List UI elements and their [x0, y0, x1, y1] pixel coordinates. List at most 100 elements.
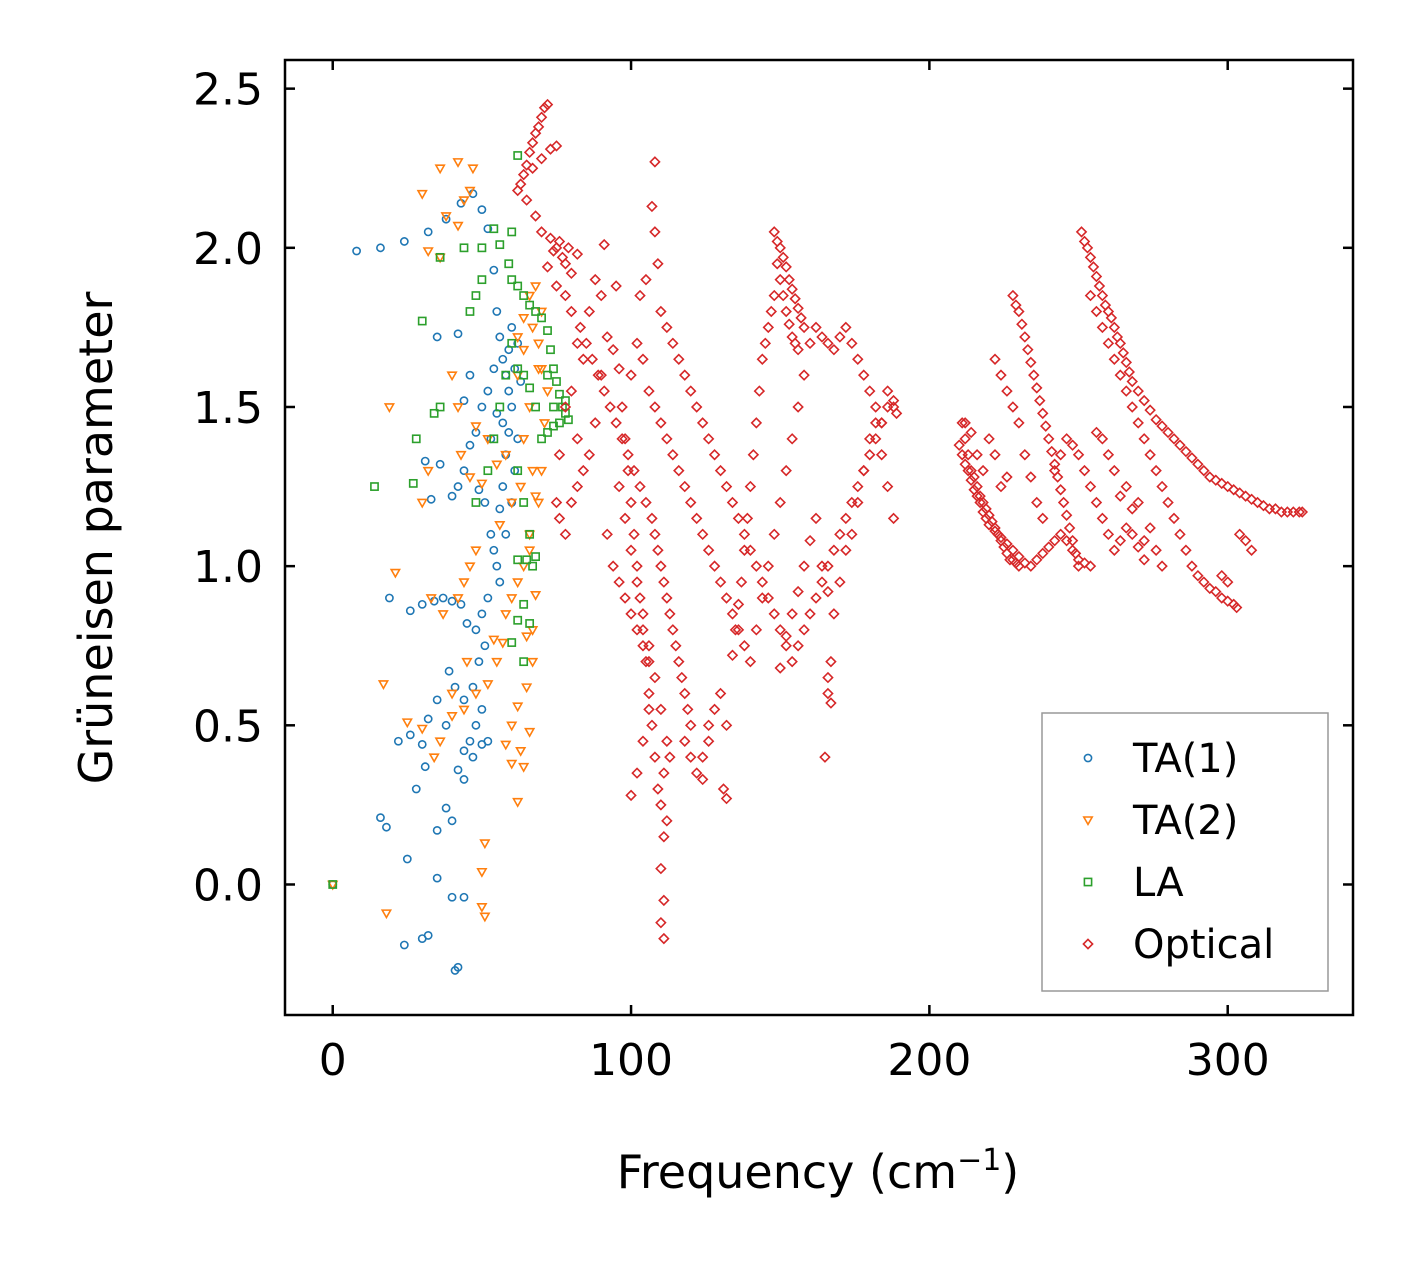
data-point — [956, 449, 968, 461]
data-point — [696, 751, 709, 763]
data-point — [717, 783, 730, 795]
data-point — [426, 494, 436, 504]
data-point — [887, 394, 900, 407]
data-point — [1001, 547, 1013, 560]
data-point — [822, 687, 834, 700]
data-point — [840, 512, 852, 525]
data-point — [1028, 369, 1040, 381]
y-axis-title: Grüneisen parameter — [69, 291, 123, 784]
data-point — [744, 544, 757, 556]
data-point — [408, 478, 418, 488]
data-point — [789, 293, 801, 305]
data-point — [655, 417, 667, 429]
data-point — [1227, 484, 1240, 496]
data-point — [726, 496, 739, 509]
data-point — [483, 736, 493, 746]
data-point — [435, 402, 445, 412]
data-point — [416, 189, 428, 200]
data-point — [470, 546, 482, 557]
data-point — [965, 464, 977, 477]
data-point — [1233, 528, 1246, 541]
data-point — [1275, 506, 1288, 518]
data-point — [528, 561, 538, 571]
data-point — [1025, 356, 1037, 369]
data-point — [998, 541, 1010, 553]
data-point — [989, 525, 1001, 537]
data-point — [1013, 550, 1025, 563]
data-point — [538, 419, 551, 429]
data-point — [1198, 464, 1210, 477]
data-point — [652, 783, 664, 795]
data-point — [852, 353, 864, 365]
data-point — [464, 473, 476, 484]
data-point — [1150, 413, 1162, 426]
data-point — [537, 434, 546, 444]
data-point — [1060, 433, 1073, 445]
data-point — [774, 273, 786, 286]
data-point — [741, 512, 754, 525]
data-point — [634, 480, 646, 493]
data-point — [530, 492, 542, 503]
data-point — [1138, 534, 1150, 547]
data-point — [492, 561, 502, 571]
data-point — [798, 321, 810, 334]
data-point — [535, 152, 548, 165]
data-point — [458, 196, 470, 207]
data-point — [1180, 445, 1192, 458]
data-point — [816, 331, 828, 343]
data-point — [738, 640, 751, 652]
data-point — [523, 146, 536, 159]
data-point — [500, 740, 512, 751]
data-point — [846, 528, 858, 541]
data-point — [631, 767, 643, 779]
data-point — [1039, 420, 1052, 432]
data-point — [513, 338, 523, 348]
data-point — [402, 854, 412, 864]
data-point — [471, 498, 481, 507]
data-point — [1174, 528, 1186, 541]
data-point — [447, 892, 457, 902]
data-point — [1239, 490, 1252, 502]
data-point — [552, 377, 561, 386]
data-point — [673, 655, 685, 668]
data-point — [1168, 433, 1180, 445]
data-point — [810, 321, 822, 334]
data-point — [519, 498, 529, 507]
data-point — [477, 609, 487, 619]
data-point — [1263, 503, 1276, 515]
data-point — [631, 624, 643, 636]
data-point — [533, 498, 545, 509]
data-point — [517, 168, 530, 181]
data-point — [477, 275, 487, 285]
data-point — [416, 724, 428, 735]
data-point — [679, 480, 691, 493]
data-point — [1221, 576, 1234, 588]
legend-item: TA(1) — [1083, 736, 1238, 782]
data-point — [679, 735, 691, 747]
data-point — [1138, 394, 1150, 407]
data-point — [1230, 601, 1243, 614]
data-point — [658, 576, 670, 588]
data-point — [531, 552, 540, 561]
data-point — [1293, 506, 1306, 518]
data-point — [753, 385, 766, 397]
data-point — [1156, 560, 1168, 572]
data-point — [1120, 385, 1133, 397]
data-point — [429, 408, 439, 418]
x-tick-label: 200 — [887, 1035, 971, 1086]
data-point — [565, 305, 578, 318]
data-point — [477, 705, 487, 714]
data-point — [580, 337, 593, 350]
data-point — [762, 321, 775, 334]
data-point — [714, 576, 727, 588]
data-point — [549, 402, 558, 412]
data-point — [564, 415, 573, 425]
data-point — [1251, 496, 1264, 509]
data-point — [846, 337, 858, 350]
data-point — [637, 353, 649, 365]
data-point — [376, 243, 385, 253]
data-point — [756, 592, 769, 604]
data-point — [459, 775, 469, 784]
data-point — [828, 343, 840, 356]
data-point — [574, 321, 587, 334]
